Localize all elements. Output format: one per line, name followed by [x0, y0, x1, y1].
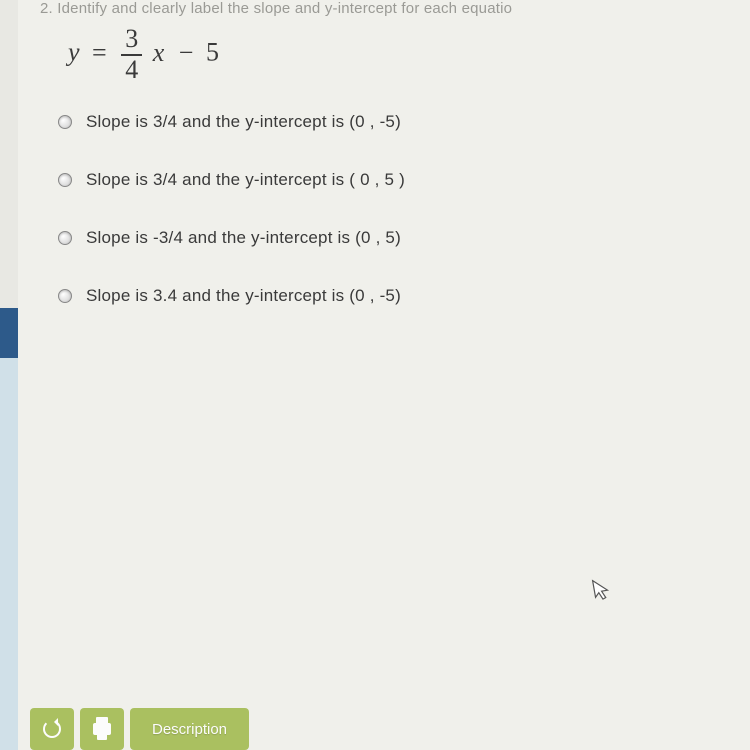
option-text: Slope is 3/4 and the y-intercept is (0 ,… [86, 112, 401, 132]
equation-fraction: 3 4 [121, 25, 142, 84]
sidebar-accent [0, 308, 18, 358]
option-text: Slope is 3/4 and the y-intercept is ( 0 … [86, 170, 405, 190]
equation-equals: = [92, 38, 107, 67]
bottom-toolbar: Description [30, 700, 750, 750]
cursor-icon [591, 577, 614, 611]
equation: y = 3 4 x − 5 [68, 25, 720, 84]
question-prompt: 2. Identify and clearly label the slope … [40, 0, 720, 17]
refresh-button[interactable] [30, 708, 74, 750]
radio-icon[interactable] [58, 231, 72, 245]
radio-icon[interactable] [58, 173, 72, 187]
refresh-icon [43, 720, 61, 738]
radio-icon[interactable] [58, 289, 72, 303]
equation-y: y [68, 38, 80, 67]
answer-option-3[interactable]: Slope is -3/4 and the y-intercept is (0 … [58, 228, 720, 248]
fraction-numerator: 3 [121, 25, 142, 56]
question-content: 2. Identify and clearly label the slope … [0, 0, 750, 306]
radio-icon[interactable] [58, 115, 72, 129]
equation-const: 5 [206, 38, 219, 67]
option-text: Slope is 3.4 and the y-intercept is (0 ,… [86, 286, 401, 306]
equation-minus: − [179, 38, 194, 67]
answer-option-1[interactable]: Slope is 3/4 and the y-intercept is (0 ,… [58, 112, 720, 132]
answer-option-2[interactable]: Slope is 3/4 and the y-intercept is ( 0 … [58, 170, 720, 190]
printer-icon [93, 723, 111, 735]
description-label: Description [152, 721, 227, 738]
print-button[interactable] [80, 708, 124, 750]
description-button[interactable]: Description [130, 708, 249, 750]
answer-option-4[interactable]: Slope is 3.4 and the y-intercept is (0 ,… [58, 286, 720, 306]
sidebar-light [0, 358, 18, 750]
option-text: Slope is -3/4 and the y-intercept is (0 … [86, 228, 401, 248]
equation-x: x [153, 38, 165, 67]
fraction-denominator: 4 [121, 56, 142, 85]
